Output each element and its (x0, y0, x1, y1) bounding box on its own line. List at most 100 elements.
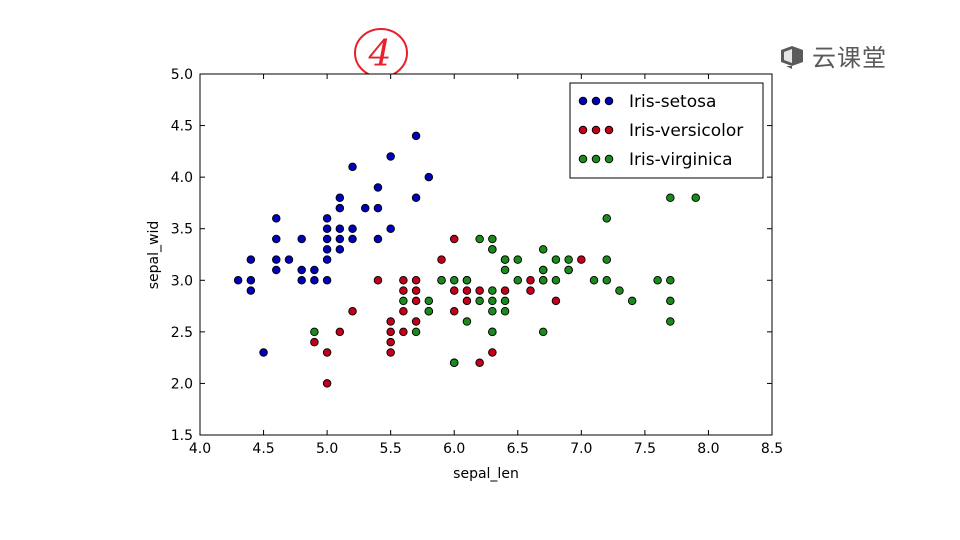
y-tick-label: 4.5 (171, 119, 193, 135)
point-iris-versicolor (411, 296, 421, 306)
point-iris-virginica (437, 276, 446, 285)
point-iris-virginica (462, 317, 472, 326)
point-iris-versicolor (386, 317, 395, 326)
y-tick-label: 2.5 (171, 325, 193, 341)
point-iris-virginica (500, 255, 510, 264)
annotation-text: 4 (368, 34, 392, 75)
point-iris-virginica (564, 265, 573, 275)
point-iris-setosa (335, 203, 345, 213)
point-iris-setosa (297, 276, 306, 285)
point-iris-setosa (297, 265, 306, 275)
point-iris-setosa (424, 172, 434, 182)
legend-label: Iris-setosa (629, 92, 716, 112)
point-iris-setosa (373, 183, 383, 192)
y-tick-label: 4.0 (171, 170, 193, 186)
point-iris-virginica (551, 276, 561, 285)
point-iris-versicolor (475, 358, 484, 368)
x-tick-label: 7.5 (634, 441, 656, 457)
legend-marker (578, 154, 588, 164)
point-iris-versicolor (551, 296, 561, 306)
data-points (233, 131, 700, 388)
point-iris-setosa (272, 255, 281, 264)
point-iris-virginica (475, 234, 484, 244)
x-tick-label: 6.5 (507, 441, 529, 457)
point-iris-virginica (602, 255, 612, 264)
point-iris-versicolor (399, 276, 408, 285)
point-iris-setosa (348, 234, 357, 244)
point-iris-setosa (335, 224, 345, 233)
point-iris-versicolor (526, 286, 535, 295)
legend-marker (604, 154, 614, 164)
x-axis: 4.0 4.5 5.0 5.5 6.0 6.5 7.0 7.5 8.0 8.5 (189, 74, 783, 457)
point-iris-virginica (475, 296, 484, 306)
point-iris-versicolor (399, 327, 408, 337)
point-iris-versicolor (399, 306, 408, 316)
point-iris-setosa (297, 234, 306, 244)
point-iris-virginica (310, 327, 319, 337)
point-iris-virginica (666, 296, 675, 306)
y-axis: 1.5 2.0 2.5 3.0 3.5 4.0 4.5 5.0 (171, 67, 772, 444)
y-tick-label: 5.0 (171, 67, 193, 83)
point-iris-virginica (513, 276, 523, 285)
x-tick-label: 7.0 (570, 441, 592, 457)
point-iris-versicolor (348, 306, 357, 316)
point-iris-setosa (411, 131, 421, 141)
point-iris-versicolor (577, 255, 586, 264)
point-iris-virginica (538, 245, 548, 254)
x-tick-label: 8.0 (697, 441, 719, 457)
point-iris-setosa (322, 245, 332, 254)
point-iris-setosa (246, 255, 256, 264)
point-iris-versicolor (488, 348, 497, 357)
legend-marker (591, 154, 601, 164)
point-iris-setosa (272, 265, 281, 275)
point-iris-versicolor (411, 276, 421, 285)
x-tick-label: 4.0 (189, 441, 211, 457)
point-iris-versicolor (462, 296, 472, 306)
cloud-classroom-logo-icon (781, 45, 803, 69)
point-iris-versicolor (449, 286, 459, 295)
point-iris-versicolor (335, 327, 345, 337)
point-iris-setosa (322, 214, 332, 223)
handwritten-annotation: 4 (354, 28, 408, 78)
point-iris-setosa (322, 224, 332, 233)
point-iris-virginica (666, 276, 675, 285)
x-tick-label: 4.5 (252, 441, 274, 457)
watermark-text: 云课堂 (812, 44, 887, 72)
point-iris-versicolor (500, 286, 510, 295)
point-iris-virginica (666, 193, 675, 203)
y-tick-label: 3.5 (171, 222, 193, 238)
point-iris-virginica (411, 327, 421, 337)
point-iris-versicolor (322, 348, 332, 357)
point-iris-setosa (373, 203, 383, 213)
point-iris-virginica (538, 276, 548, 285)
legend-label: Iris-versicolor (629, 121, 743, 141)
legend-marker (604, 125, 614, 135)
x-axis-label: sepal_len (453, 466, 519, 482)
legend-box (569, 82, 764, 179)
point-iris-versicolor (386, 348, 395, 357)
point-iris-versicolor (437, 255, 446, 264)
y-tick-label: 2.0 (171, 376, 193, 392)
point-iris-setosa (335, 245, 345, 254)
point-iris-virginica (488, 296, 497, 306)
point-iris-setosa (246, 286, 256, 295)
point-iris-versicolor (386, 327, 395, 337)
point-iris-setosa (411, 193, 421, 203)
point-iris-versicolor (411, 286, 421, 295)
point-iris-virginica (538, 265, 548, 275)
point-iris-setosa (233, 276, 243, 285)
point-iris-versicolor (322, 379, 332, 388)
point-iris-versicolor (449, 234, 459, 244)
point-iris-virginica (602, 276, 612, 285)
point-iris-virginica (424, 306, 434, 316)
point-iris-setosa (348, 224, 357, 233)
point-iris-virginica (449, 276, 459, 285)
watermark: 云课堂 (778, 38, 887, 73)
point-iris-virginica (500, 306, 510, 316)
point-iris-setosa (335, 234, 345, 244)
point-iris-setosa (373, 234, 383, 244)
point-iris-virginica (488, 286, 497, 295)
point-iris-virginica (462, 276, 472, 285)
legend: Iris-setosa Iris-versicolor Iris-virginica (569, 82, 764, 179)
